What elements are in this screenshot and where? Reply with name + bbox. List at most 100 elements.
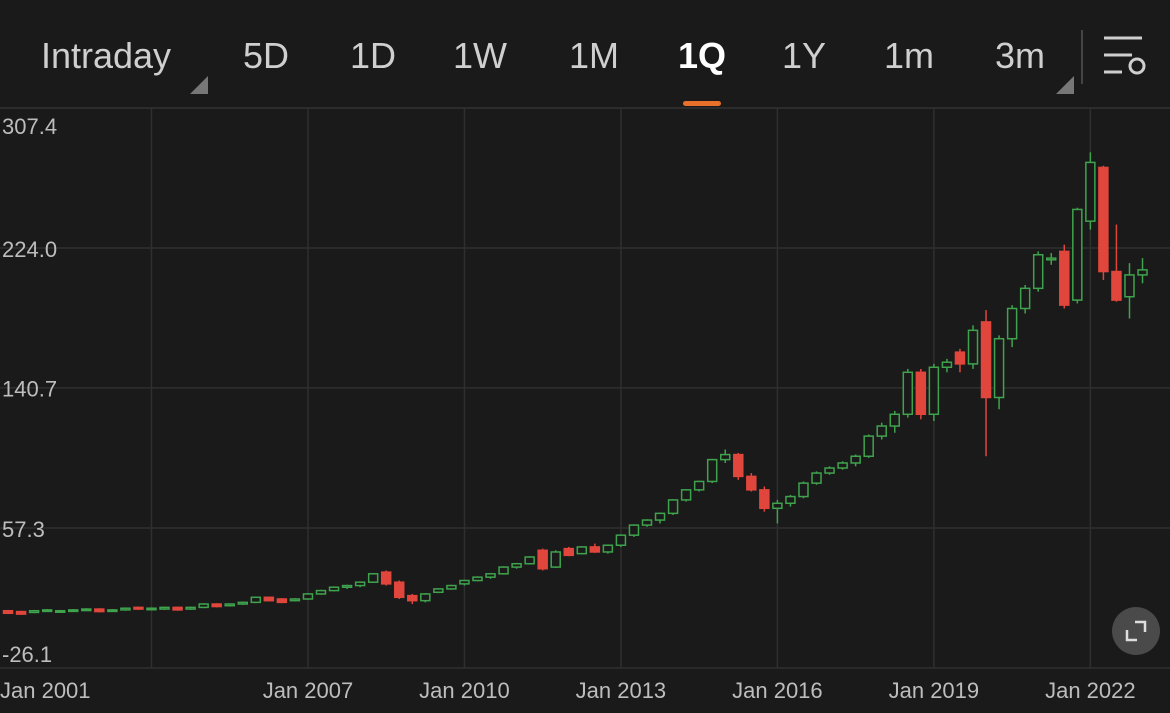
settings-button[interactable]: [1104, 36, 1146, 75]
candle-body: [550, 551, 561, 568]
candle-body: [915, 371, 927, 416]
candle-body: [746, 475, 757, 491]
candle-body: [654, 512, 666, 521]
y-tick-label: 224.0: [2, 237, 57, 262]
candle-body: [693, 480, 705, 491]
dropdown-indicator: [190, 76, 208, 94]
candle-body: [28, 609, 40, 614]
tab[interactable]: 1M: [569, 35, 619, 76]
tab[interactable]: 3m: [995, 35, 1045, 76]
tab[interactable]: 1Q: [678, 35, 726, 76]
candle-body: [902, 371, 914, 416]
candle-body: [237, 601, 249, 605]
candle-body: [289, 598, 301, 602]
plot-area: -26.1 57.3 140.7 224.0 307.4 Jan 2001 Jan 2007…: [0, 107, 1170, 703]
candle-body: [576, 546, 588, 555]
candle-body: [250, 596, 262, 604]
candle-body: [967, 329, 979, 365]
candle-body: [420, 593, 431, 602]
candle-body: [1059, 250, 1070, 306]
tab[interactable]: 1W: [453, 35, 507, 76]
candle-body: [54, 609, 66, 613]
tab[interactable]: 1Y: [782, 35, 826, 76]
candle-body: [993, 337, 1005, 399]
tab[interactable]: Intraday: [41, 35, 171, 76]
x-tick-label: Jan 2022: [1045, 678, 1136, 703]
active-tab-indicator: [683, 101, 721, 106]
candle-body: [733, 453, 744, 478]
candle-body: [472, 576, 483, 582]
candle-body: [328, 586, 340, 592]
candle-body: [1045, 257, 1057, 261]
candle-body: [641, 519, 653, 526]
candle-body: [107, 609, 118, 613]
candle-body: [433, 588, 444, 594]
candle-body: [1111, 270, 1122, 301]
candle-body: [1072, 208, 1083, 301]
candle-body: [146, 607, 157, 611]
dropdown-indicator: [1056, 76, 1074, 94]
candle-body: [798, 482, 809, 498]
candle-body: [602, 544, 614, 553]
candle-body: [1019, 287, 1031, 310]
candle-body: [628, 524, 640, 536]
candle-body: [980, 321, 992, 399]
x-tick-label: Jan 2013: [576, 678, 667, 703]
candle-body: [837, 462, 848, 469]
x-tick-label: Jan 2019: [889, 678, 980, 703]
candle-body: [811, 472, 822, 484]
candle-body: [954, 351, 966, 365]
candle-body: [824, 467, 835, 474]
candle-body: [537, 549, 548, 570]
tab[interactable]: 1D: [350, 35, 396, 76]
candle-body: [94, 608, 105, 613]
candle-body: [1137, 269, 1148, 276]
candle-body: [133, 606, 144, 610]
candle-body: [850, 455, 861, 464]
candle-body: [407, 594, 418, 602]
candle-body: [224, 603, 235, 607]
candle-body: [276, 598, 288, 604]
candle-body: [524, 556, 535, 565]
candle-body: [889, 413, 901, 427]
y-tick-label: 140.7: [2, 377, 57, 402]
candle-body: [354, 581, 366, 587]
candle-body: [198, 603, 209, 609]
tab[interactable]: 5D: [243, 35, 289, 76]
x-tick-label: Jan 2001: [0, 678, 91, 703]
x-tick-label: Jan 2010: [419, 678, 510, 703]
candle-body: [680, 489, 692, 501]
candle-body: [563, 547, 575, 557]
candle-body: [615, 534, 627, 547]
candle-body: [67, 609, 79, 613]
tab[interactable]: 1m: [884, 35, 934, 76]
candle-body: [1085, 161, 1096, 222]
candle-body: [1032, 254, 1044, 290]
candle-body: [706, 458, 718, 483]
candle-body: [785, 495, 796, 505]
candle-body: [263, 596, 275, 602]
candle-body: [367, 573, 379, 583]
candle-body: [211, 603, 222, 608]
candle-body: [459, 579, 470, 585]
candle-body: [876, 425, 887, 437]
candle-body: [772, 502, 783, 510]
candle-body: [81, 608, 92, 612]
candle-body: [341, 584, 353, 588]
candle-body: [159, 606, 170, 610]
candle-body: [485, 573, 496, 578]
candle-body: [380, 571, 392, 585]
candle-body: [498, 566, 509, 575]
expand-button[interactable]: [1112, 607, 1160, 655]
y-tick-label: 307.4: [2, 114, 57, 139]
candle-body: [172, 606, 183, 611]
candle-body: [302, 593, 314, 600]
candle-body: [41, 609, 53, 613]
candle-body: [15, 610, 27, 615]
candle-body: [759, 489, 770, 510]
candle-body: [589, 546, 601, 553]
candle-body: [863, 435, 874, 458]
candle-body: [2, 609, 14, 615]
x-tick-label: Jan 2016: [732, 678, 823, 703]
